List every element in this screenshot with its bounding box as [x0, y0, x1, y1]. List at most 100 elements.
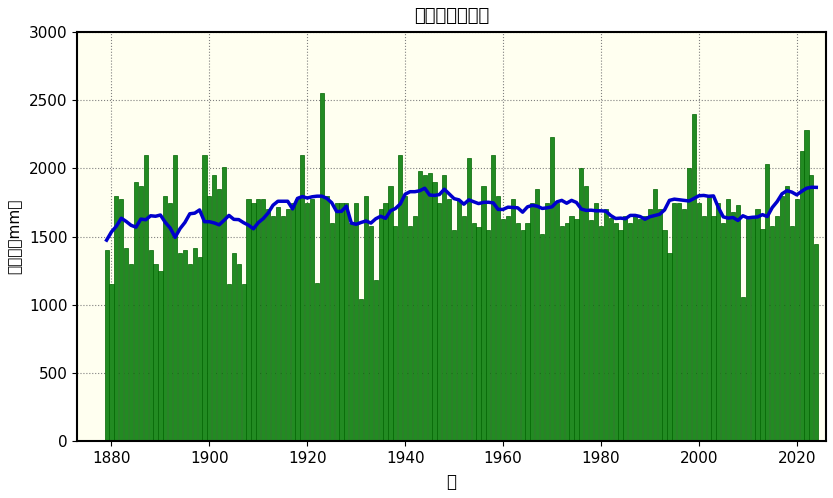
- Bar: [335, 203, 339, 441]
- Bar: [466, 157, 471, 441]
- Bar: [383, 203, 387, 441]
- Bar: [232, 253, 236, 441]
- Bar: [276, 207, 280, 441]
- Bar: [148, 250, 152, 441]
- Bar: [143, 155, 147, 441]
- Bar: [393, 226, 397, 441]
- Bar: [751, 216, 755, 441]
- Bar: [187, 264, 192, 441]
- Bar: [696, 203, 701, 441]
- Bar: [320, 94, 324, 441]
- Bar: [173, 155, 177, 441]
- Bar: [643, 216, 647, 441]
- Bar: [609, 218, 613, 441]
- Bar: [300, 155, 304, 441]
- Bar: [119, 199, 123, 441]
- Bar: [242, 284, 246, 441]
- Bar: [379, 210, 382, 441]
- Bar: [471, 223, 476, 441]
- Bar: [565, 223, 569, 441]
- Bar: [716, 203, 721, 441]
- Y-axis label: 降水量（mm）: 降水量（mm）: [7, 199, 22, 274]
- Bar: [648, 210, 652, 441]
- Bar: [237, 264, 241, 441]
- Bar: [408, 226, 412, 441]
- Bar: [109, 284, 113, 441]
- Bar: [618, 230, 622, 441]
- Bar: [736, 205, 740, 441]
- Bar: [486, 230, 491, 441]
- Bar: [427, 173, 431, 441]
- Bar: [711, 216, 716, 441]
- Bar: [526, 223, 530, 441]
- Bar: [584, 186, 588, 441]
- Bar: [403, 196, 407, 441]
- Bar: [810, 175, 814, 441]
- Bar: [589, 220, 593, 441]
- Bar: [266, 210, 270, 441]
- Bar: [447, 199, 451, 441]
- Bar: [746, 216, 750, 441]
- Bar: [349, 223, 353, 441]
- Bar: [790, 226, 794, 441]
- Bar: [222, 167, 226, 441]
- Bar: [457, 200, 461, 441]
- Bar: [247, 199, 251, 441]
- Bar: [726, 199, 731, 441]
- Bar: [442, 175, 446, 441]
- Bar: [359, 299, 363, 441]
- Bar: [418, 171, 421, 441]
- Bar: [575, 219, 579, 441]
- Bar: [481, 186, 486, 441]
- Title: 広島の年降水量: 広島の年降水量: [414, 7, 489, 25]
- Bar: [800, 151, 804, 441]
- Bar: [506, 216, 510, 441]
- Bar: [741, 297, 745, 441]
- Bar: [413, 216, 417, 441]
- Bar: [315, 283, 319, 441]
- Bar: [771, 226, 775, 441]
- Bar: [163, 196, 167, 441]
- Bar: [657, 210, 661, 441]
- Bar: [217, 189, 222, 441]
- Bar: [785, 186, 789, 441]
- Bar: [182, 250, 187, 441]
- Bar: [521, 230, 525, 441]
- Bar: [570, 216, 574, 441]
- Bar: [227, 284, 231, 441]
- Bar: [388, 186, 392, 441]
- Bar: [761, 229, 765, 441]
- Bar: [207, 196, 212, 441]
- Bar: [545, 203, 549, 441]
- Bar: [212, 175, 217, 441]
- Bar: [476, 227, 481, 441]
- Bar: [805, 130, 809, 441]
- Bar: [271, 216, 275, 441]
- Bar: [257, 199, 261, 441]
- Bar: [638, 219, 642, 441]
- Bar: [701, 216, 706, 441]
- Bar: [560, 226, 564, 441]
- Bar: [197, 257, 202, 441]
- Bar: [432, 182, 436, 441]
- Bar: [124, 248, 128, 441]
- Bar: [667, 253, 671, 441]
- Bar: [687, 168, 691, 441]
- Bar: [114, 196, 118, 441]
- Bar: [202, 155, 207, 441]
- Bar: [496, 196, 501, 441]
- Bar: [344, 203, 348, 441]
- Bar: [540, 234, 544, 441]
- Bar: [310, 199, 314, 441]
- Bar: [814, 244, 818, 441]
- Bar: [594, 203, 598, 441]
- Bar: [261, 199, 265, 441]
- Bar: [550, 137, 554, 441]
- Bar: [721, 223, 726, 441]
- Bar: [653, 189, 657, 441]
- Bar: [422, 175, 426, 441]
- X-axis label: 年: 年: [446, 473, 456, 491]
- Bar: [369, 226, 373, 441]
- Bar: [662, 230, 666, 441]
- Bar: [296, 199, 300, 441]
